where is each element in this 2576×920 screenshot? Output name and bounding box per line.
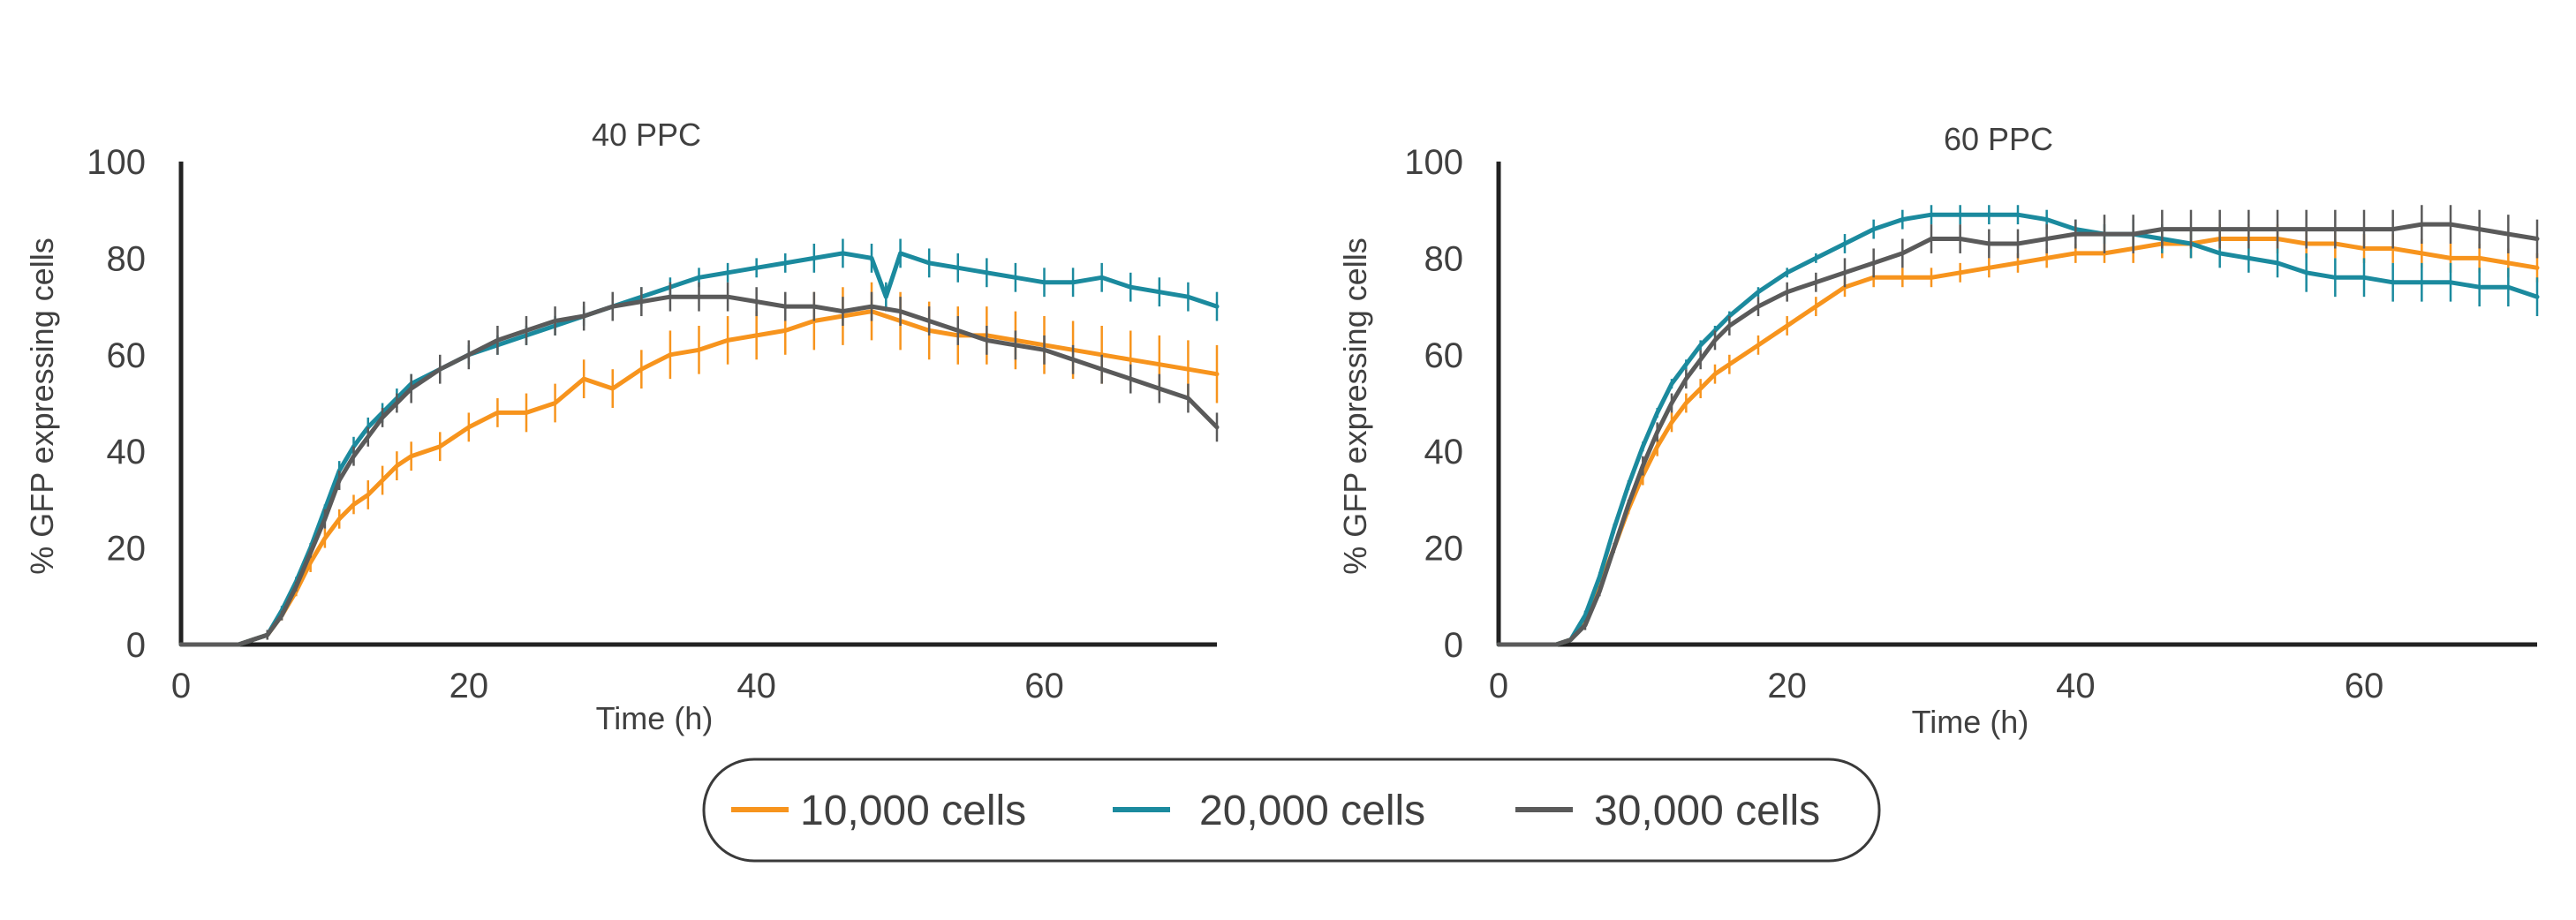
plot-area: 0 20 40 60 80 100 0 20 40 60: [1404, 143, 2540, 705]
series-line: [1496, 212, 2540, 647]
x-tick-label: 60: [1024, 667, 1064, 705]
x-tick-label: 40: [737, 667, 776, 705]
y-axis-label: % GFP expressing cells: [24, 238, 60, 574]
y-tick-label: 20: [107, 530, 147, 569]
x-tick-label: 60: [2345, 667, 2384, 705]
series-line: [1496, 222, 2540, 647]
y-tick-label: 80: [107, 239, 147, 278]
series-30000cells-cells: [1496, 205, 2540, 647]
y-tick-label: 0: [126, 626, 146, 665]
legend-item-30000: 30,000 cells: [1515, 788, 1820, 834]
legend-box: [702, 758, 1881, 863]
legend-item-10000: 10,000 cells: [731, 788, 1026, 834]
y-axis-label: % GFP expressing cells: [1337, 238, 1373, 574]
x-tick-label: 40: [2056, 667, 2096, 705]
series-10000cells-cells: [178, 282, 1220, 647]
series-line: [178, 251, 1220, 647]
legend-label: 10,000 cells: [800, 788, 1026, 834]
x-axis-label: Time (h): [1912, 704, 2029, 740]
y-tick-label: 40: [1424, 433, 1464, 471]
legend-item-20000: 20,000 cells: [1113, 788, 1425, 834]
x-tick-label: 0: [1489, 667, 1508, 705]
x-tick-label: 0: [171, 667, 191, 705]
plot-area: 0 20 40 60 80 100 0 20 40 60: [87, 143, 1220, 705]
y-tick-label: 40: [107, 433, 147, 471]
legend-label: 20,000 cells: [1199, 788, 1425, 834]
legend-label: 30,000 cells: [1594, 788, 1820, 834]
y-tick-label: 60: [107, 336, 147, 375]
chart-40-ppc: 40 PPC Time (h) % GFP expressing cells 0…: [24, 117, 1220, 736]
chart-title: 60 PPC: [1944, 121, 2053, 157]
x-tick-label: 20: [1767, 667, 1807, 705]
y-tick-label: 20: [1424, 530, 1464, 569]
series-line: [178, 294, 1220, 647]
y-tick-label: 60: [1424, 336, 1464, 375]
series-30000cells-cells: [178, 282, 1220, 647]
y-tick-label: 100: [1404, 143, 1463, 182]
y-tick-label: 0: [1444, 626, 1463, 665]
chart-60-ppc: 60 PPC Time (h) % GFP expressing cells 0…: [1337, 121, 2540, 740]
chart-title: 40 PPC: [592, 117, 701, 153]
x-axis-label: Time (h): [596, 700, 714, 736]
legend: 10,000 cells 20,000 cells 30,000 cells: [702, 758, 1881, 863]
y-tick-label: 100: [87, 143, 146, 182]
y-tick-label: 80: [1424, 239, 1464, 278]
x-tick-label: 20: [449, 667, 489, 705]
